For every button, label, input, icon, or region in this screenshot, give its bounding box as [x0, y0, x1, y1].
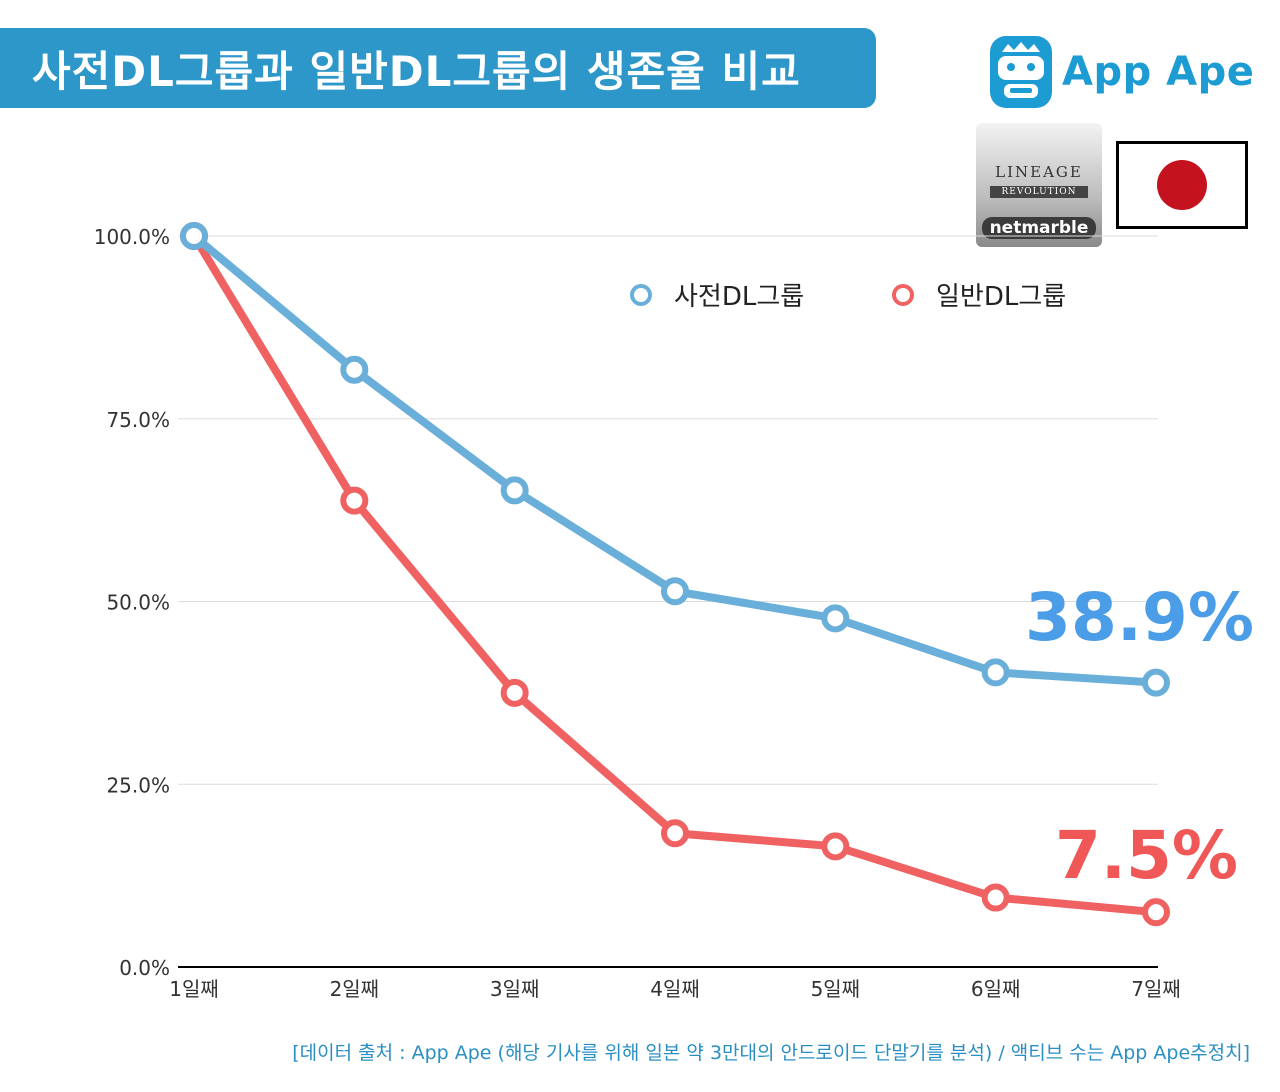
- x-tick-label: 1일째: [169, 977, 219, 1001]
- y-tick-label: 25.0%: [106, 773, 170, 797]
- game-logo-publisher: netmarble: [982, 217, 1096, 239]
- legend-marker-normal-dl: [892, 283, 914, 306]
- game-logo-title: LINEAGE: [995, 163, 1083, 181]
- data-point-normal-dl: [500, 678, 529, 707]
- data-point-pre-dl: [981, 658, 1010, 687]
- data-point-pre-dl: [1142, 668, 1170, 697]
- flag-sun: [1157, 160, 1207, 210]
- x-tick-label: 3일째: [490, 977, 540, 1001]
- y-tick-label: 0.0%: [119, 956, 170, 980]
- legend-item-normal-dl: 일반DL그룹: [892, 276, 1066, 313]
- series-line-normal-dl: [190, 232, 1160, 917]
- data-point-normal-dl: [661, 819, 689, 848]
- data-point-normal-dl: [821, 832, 850, 861]
- x-tick-label: 5일째: [811, 977, 861, 1001]
- legend-label-pre-dl: 사전DL그룹: [674, 282, 805, 312]
- y-tick-label: 100.0%: [94, 225, 170, 249]
- data-point-normal-dl: [981, 883, 1010, 912]
- end-value-label-pre-dl: 38.9%: [1025, 579, 1254, 656]
- legend-marker-pre-dl: [630, 283, 652, 306]
- x-tick-label: 6일째: [971, 977, 1021, 1001]
- ape-icon: [990, 36, 1052, 108]
- brand-name: App Ape: [1062, 49, 1255, 95]
- brand-logo: App Ape: [988, 34, 1254, 110]
- page-title: 사전DL그룹과 일반DL그룹의 생존율 비교: [0, 28, 876, 108]
- legend-label-normal-dl: 일반DL그룹: [936, 282, 1067, 312]
- x-tick-label: 4일째: [650, 977, 700, 1001]
- source-note: [데이터 출처 : App Ape (해당 기사를 위해 일본 약 3만대의 안…: [292, 1042, 1250, 1064]
- japan-flag-icon: [1116, 141, 1248, 229]
- legend-item-pre-dl: 사전DL그룹: [630, 276, 804, 313]
- game-logo-subtitle: REVOLUTION: [990, 186, 1088, 198]
- x-tick-label: 7일째: [1131, 977, 1181, 1001]
- series-line-pre-dl: [190, 232, 1160, 687]
- data-point-pre-dl: [500, 476, 529, 505]
- data-point-pre-dl: [340, 355, 369, 384]
- data-point-normal-dl: [1142, 898, 1170, 927]
- y-tick-label: 75.0%: [106, 408, 170, 432]
- game-logo: LINEAGE REVOLUTION netmarble: [976, 123, 1102, 247]
- data-point-pre-dl: [821, 604, 850, 633]
- y-tick-label: 50.0%: [106, 591, 170, 615]
- data-point-pre-dl: [661, 577, 689, 606]
- end-value-label-normal-dl: 7.5%: [1055, 817, 1238, 894]
- data-point-normal-dl: [340, 486, 369, 515]
- x-tick-label: 2일째: [330, 977, 380, 1001]
- data-point-pre-dl: [180, 222, 208, 250]
